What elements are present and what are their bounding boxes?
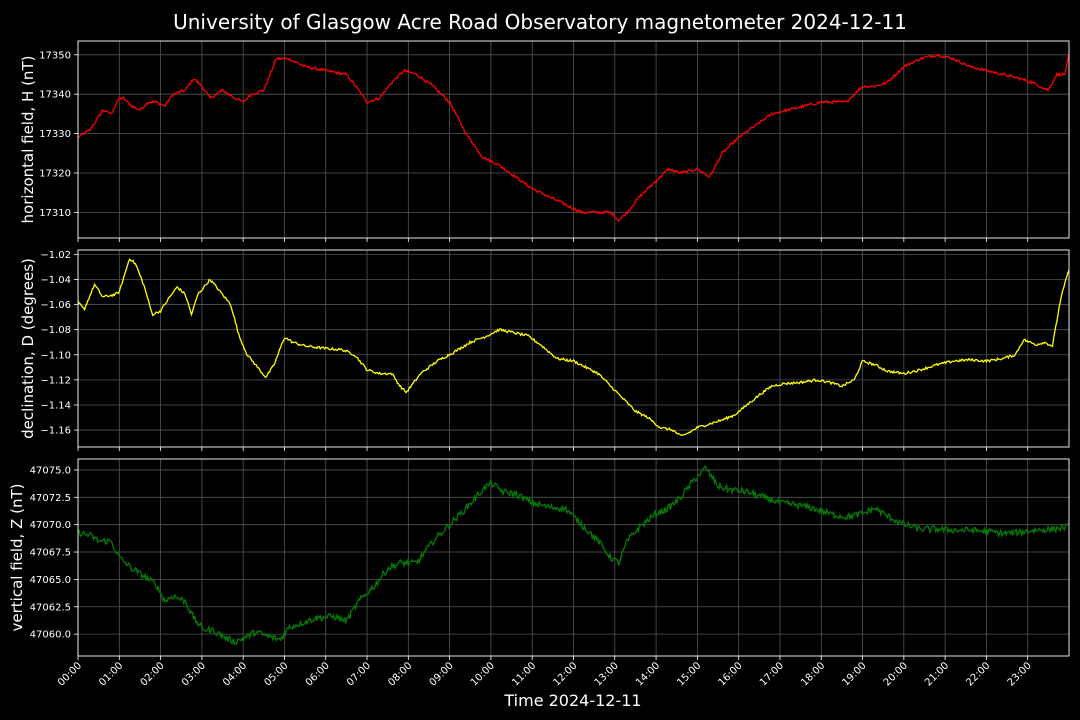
x-tick-label: 07:00 <box>345 660 373 688</box>
x-tick-label: 17:00 <box>758 660 786 688</box>
x-tick-label: 23:00 <box>1006 660 1034 688</box>
y-tick-label: 17330 <box>39 129 71 140</box>
y-tick-label: −1.14 <box>40 400 71 411</box>
y-tick-label: −1.16 <box>40 426 71 437</box>
panel-frame <box>77 458 1070 657</box>
x-tick-label: 02:00 <box>139 660 167 688</box>
y-tick-label: −1.02 <box>40 250 71 261</box>
y-tick-label: 47060.0 <box>30 630 71 641</box>
y-tick-label: 47075.0 <box>30 465 71 476</box>
y-tick-label: 17310 <box>39 208 71 219</box>
y-tick-label: 47072.5 <box>30 493 71 504</box>
x-tick-label: 14:00 <box>634 660 662 688</box>
x-tick-label: 09:00 <box>428 660 456 688</box>
x-tick-label: 12:00 <box>551 660 579 688</box>
y-tick-label: 47062.5 <box>30 602 71 613</box>
x-tick-label: 22:00 <box>964 660 992 688</box>
y-tick-label: 17350 <box>39 50 71 61</box>
y-axis-label: declination, D (degrees) <box>19 258 37 439</box>
y-tick-label: −1.06 <box>40 300 71 311</box>
x-tick-label: 21:00 <box>923 660 951 688</box>
panel-3: 47060.0 47062.5 47065.0 47067.5 47070.0 47072… <box>8 458 1070 660</box>
y-axis-label: vertical field, Z (nT) <box>8 483 26 631</box>
panel-frame <box>77 249 1070 448</box>
x-tick-label: 10:00 <box>469 660 497 688</box>
y-tick-label: 47067.5 <box>30 548 71 559</box>
panel-2: −1.16 −1.14 −1.12 −1.10 −1.08 −1.06 −1.04 −1.02… <box>19 249 1070 451</box>
y-tick-label: −1.12 <box>40 375 71 386</box>
y-tick-label: −1.04 <box>40 275 71 286</box>
x-tick-label: 00:00 <box>56 660 84 688</box>
series-line-2 <box>78 258 1069 436</box>
figure-title: University of Glasgow Acre Road Observat… <box>173 10 907 34</box>
y-tick-label: 47070.0 <box>30 520 71 531</box>
series-line-3 <box>78 464 1069 646</box>
x-tick-label: 08:00 <box>386 660 414 688</box>
panel-frame <box>77 40 1070 239</box>
x-tick-label: 15:00 <box>675 660 703 688</box>
x-tick-label: 03:00 <box>180 660 208 688</box>
y-axis-label: horizontal field, H (nT) <box>19 56 37 224</box>
x-axis-label: Time 2024-12-11 <box>503 691 641 710</box>
x-tick-label: 18:00 <box>799 660 827 688</box>
y-tick-label: −1.10 <box>40 350 71 361</box>
y-tick-label: 17340 <box>39 90 71 101</box>
x-tick-label: 13:00 <box>593 660 621 688</box>
x-tick-label: 11:00 <box>510 660 538 688</box>
y-tick-label: −1.08 <box>40 325 71 336</box>
y-tick-label: 47065.0 <box>30 575 71 586</box>
x-tick-label: 20:00 <box>882 660 910 688</box>
x-tick-label: 01:00 <box>97 660 125 688</box>
x-tick-label: 06:00 <box>304 660 332 688</box>
x-tick-label: 16:00 <box>717 660 745 688</box>
series-line-1 <box>78 53 1069 223</box>
y-tick-label: 17320 <box>39 168 71 179</box>
x-tick-label: 05:00 <box>262 660 290 688</box>
x-tick-label: 04:00 <box>221 660 249 688</box>
x-tick-label: 19:00 <box>841 660 869 688</box>
